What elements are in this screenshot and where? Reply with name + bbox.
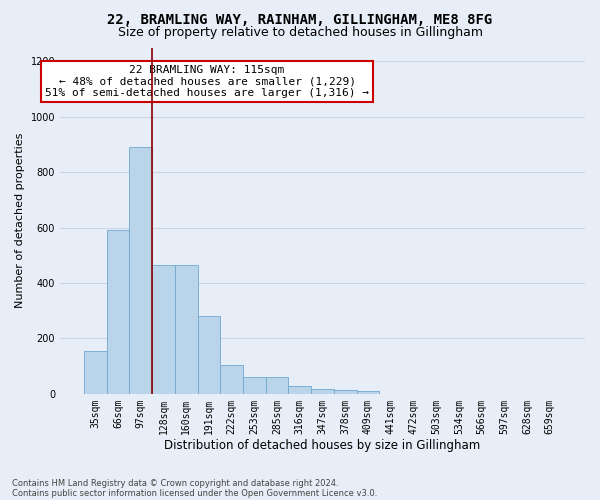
Text: Contains public sector information licensed under the Open Government Licence v3: Contains public sector information licen… [12, 488, 377, 498]
Text: Contains HM Land Registry data © Crown copyright and database right 2024.: Contains HM Land Registry data © Crown c… [12, 478, 338, 488]
Bar [289, 386, 311, 394]
Bar [152, 265, 175, 394]
Bar [243, 376, 266, 394]
Bar [175, 265, 197, 394]
Bar [356, 391, 379, 394]
Text: 22 BRAMLING WAY: 115sqm
← 48% of detached houses are smaller (1,229)
51% of semi: 22 BRAMLING WAY: 115sqm ← 48% of detache… [45, 65, 369, 98]
Bar [334, 390, 356, 394]
Bar [311, 389, 334, 394]
Bar [130, 147, 152, 394]
Text: Size of property relative to detached houses in Gillingham: Size of property relative to detached ho… [118, 26, 482, 39]
Bar [197, 316, 220, 394]
X-axis label: Distribution of detached houses by size in Gillingham: Distribution of detached houses by size … [164, 440, 481, 452]
Bar [266, 376, 289, 394]
Bar [220, 364, 243, 394]
Y-axis label: Number of detached properties: Number of detached properties [15, 133, 25, 308]
Text: 22, BRAMLING WAY, RAINHAM, GILLINGHAM, ME8 8FG: 22, BRAMLING WAY, RAINHAM, GILLINGHAM, M… [107, 12, 493, 26]
Bar [84, 351, 107, 394]
Bar [107, 230, 130, 394]
